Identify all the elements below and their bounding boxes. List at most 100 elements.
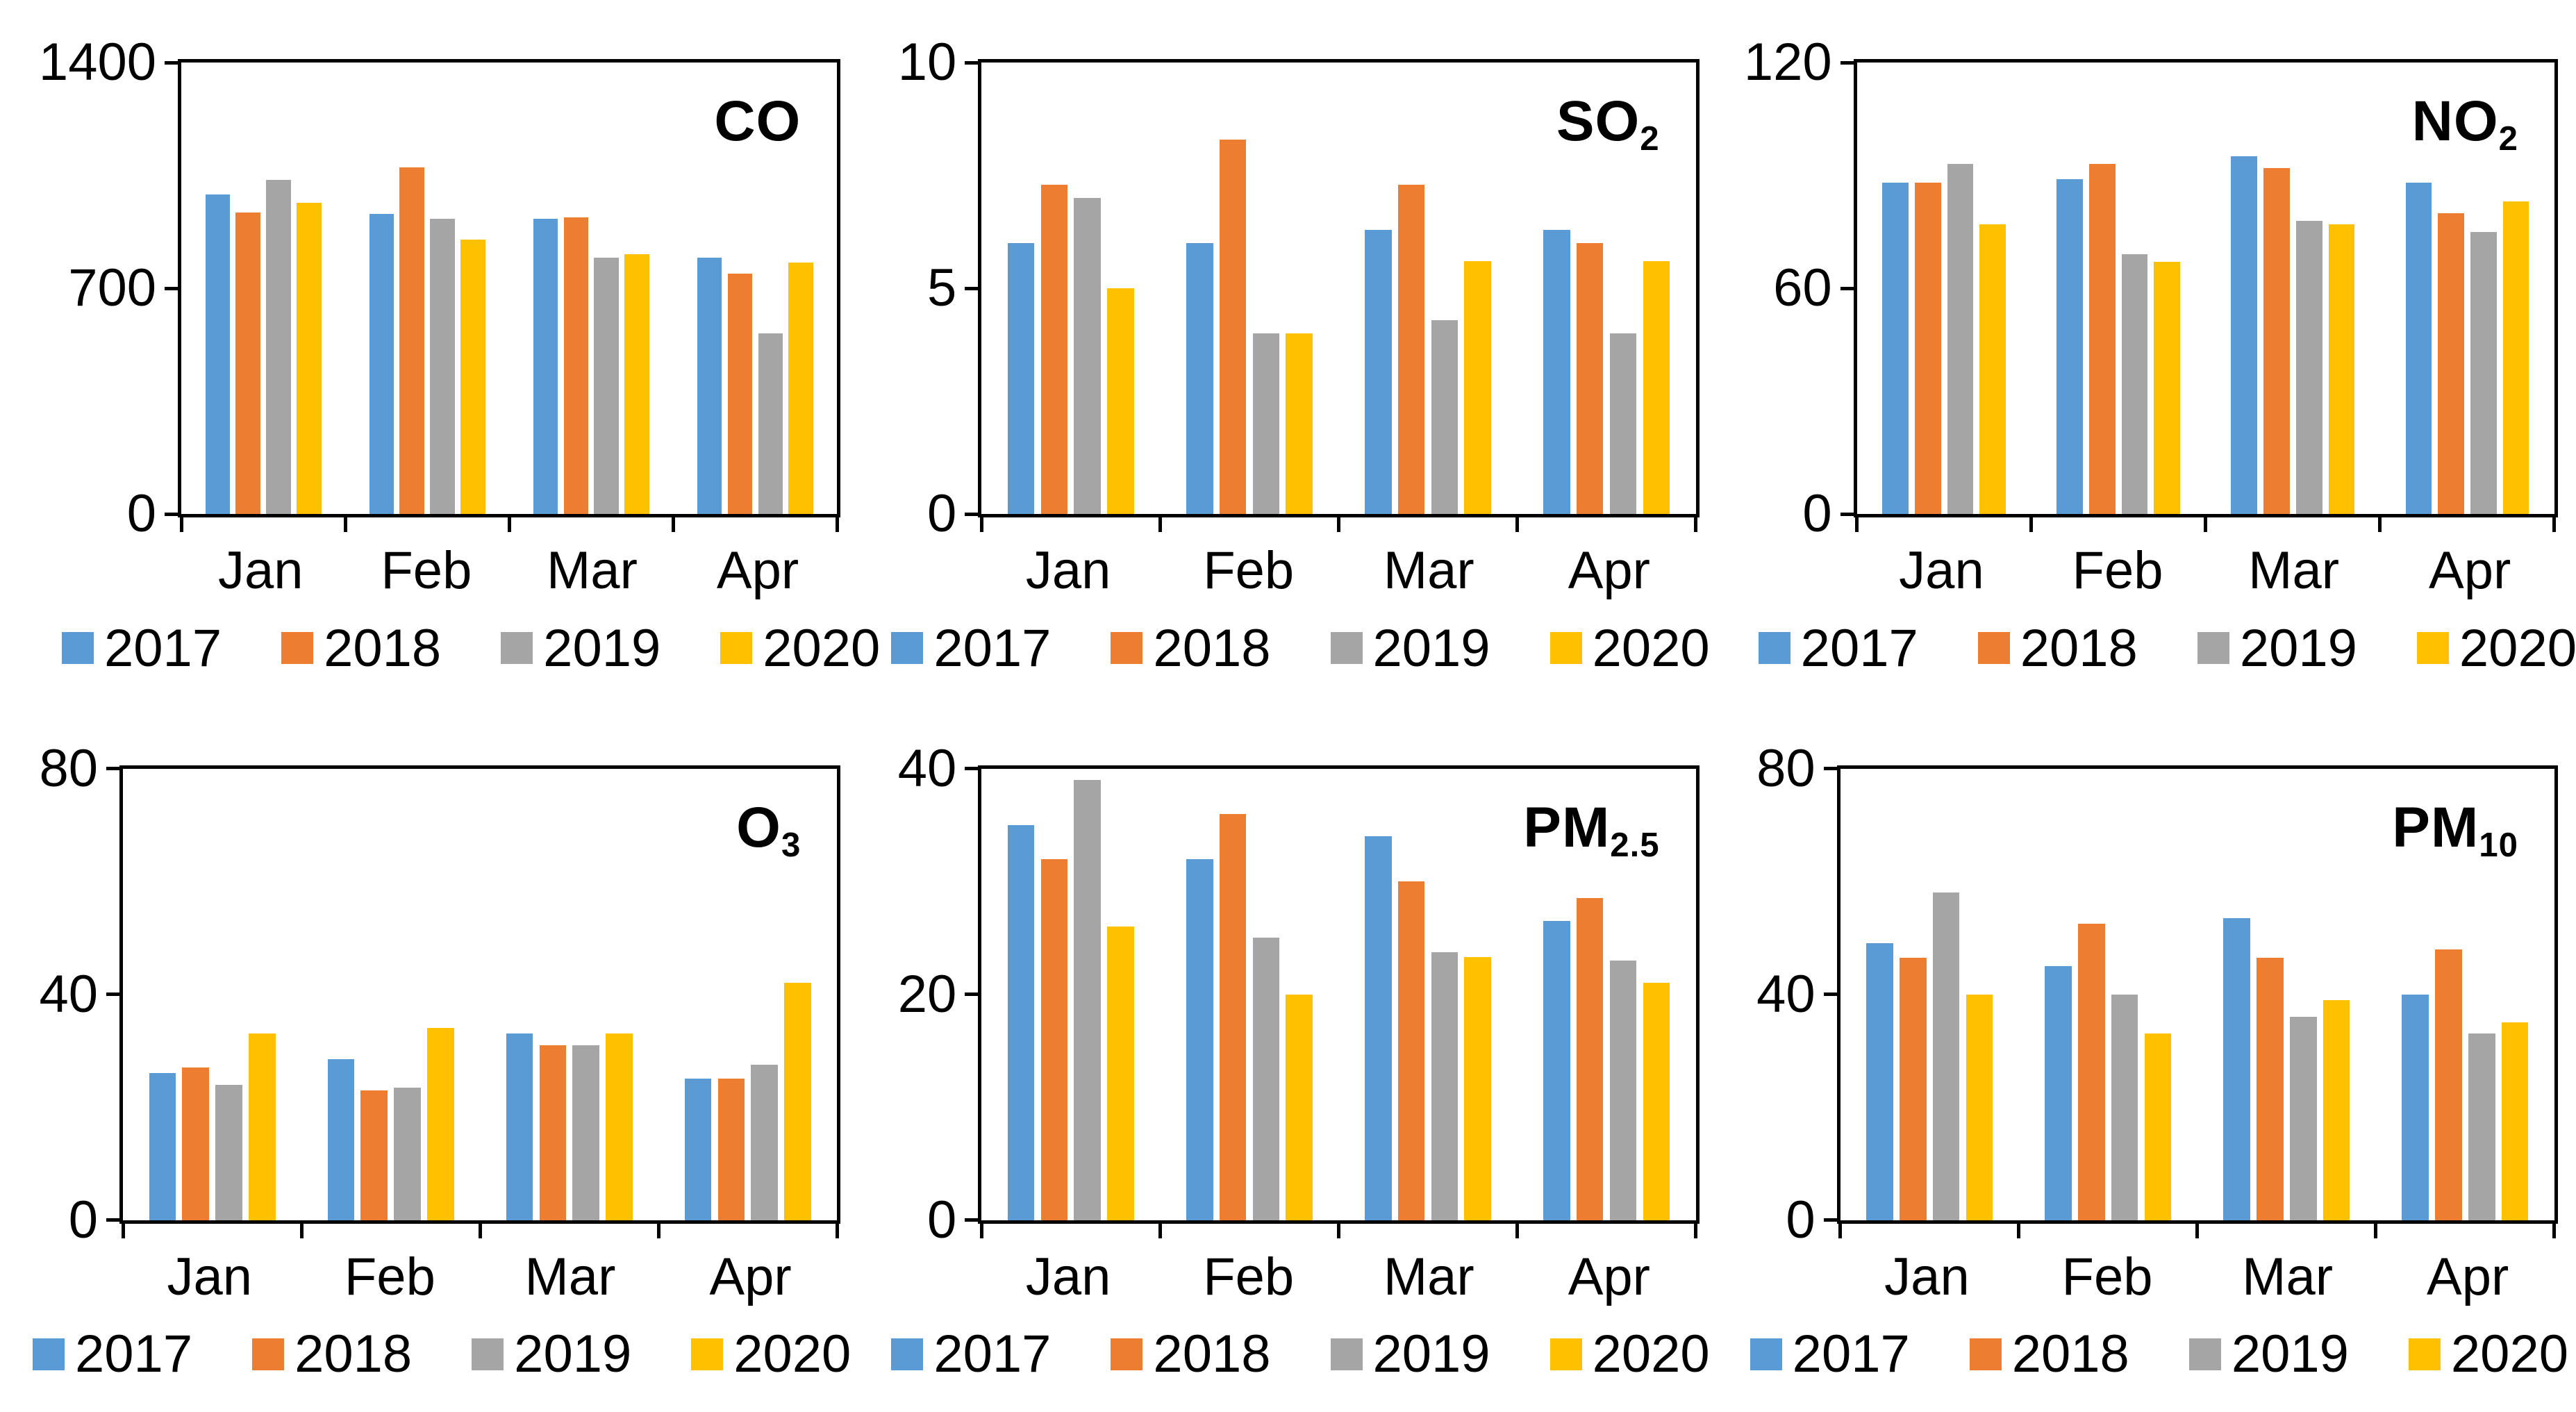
- plot-area-o3: 0 40 80 O3: [39, 740, 841, 1247]
- bar-o3-mar-2020: [606, 1033, 633, 1220]
- x-axis-label-feb: Feb: [344, 1247, 435, 1306]
- bar-pm10-feb-2017: [2045, 965, 2072, 1220]
- legend-item-2019: 2019: [472, 1324, 631, 1384]
- x-axis-tick: [1515, 1220, 1520, 1238]
- bar-no2-mar-2018: [2263, 167, 2290, 514]
- x-axis-tick: [2195, 1220, 2200, 1238]
- chart-title-main: O: [736, 795, 781, 859]
- bar-pm10-feb-2018: [2078, 923, 2105, 1220]
- bar-pm10-mar-2020: [2322, 999, 2350, 1220]
- chart-title-subscript: 10: [2479, 825, 2518, 864]
- chart-panel-no2: 0 60 120 NO2 Jan Feb Mar Apr 2017 2018 2019 2020: [1718, 0, 2576, 706]
- y-axis-tick: [965, 286, 982, 290]
- x-axis-tick: [507, 514, 511, 532]
- category-group-mar: [509, 63, 673, 514]
- bar-pm10-mar-2019: [2289, 1017, 2317, 1220]
- bar-no2-apr-2017: [2405, 183, 2432, 514]
- bar-pm25-mar-2020: [1464, 956, 1491, 1220]
- x-axis-label-apr: Apr: [1568, 1247, 1650, 1306]
- bar-co-jan-2020: [297, 202, 322, 514]
- legend-label-2020: 2020: [2450, 1324, 2568, 1384]
- x-axis-tick: [343, 514, 347, 532]
- chart-title-main: SO: [1556, 90, 1640, 153]
- bar-pm25-mar-2019: [1431, 952, 1459, 1220]
- chart-panel-o3: 0 40 80 O3 Jan Feb Mar Apr 2017 2018 2019 2020: [0, 706, 858, 1412]
- bar-no2-apr-2019: [2470, 231, 2497, 514]
- category-group-feb: [1160, 63, 1338, 514]
- chart-title-pm10: PM10: [2392, 795, 2518, 865]
- y-axis-label: 5: [927, 258, 957, 317]
- legend: 2017 2018 2019 2020: [891, 617, 1710, 679]
- bar-pm25-jan-2018: [1040, 858, 1068, 1220]
- x-axis-tick: [1515, 514, 1520, 532]
- y-axis-label: 700: [68, 258, 156, 317]
- y-axis-tick: [1823, 1218, 1840, 1222]
- x-axis-labels: Jan Feb Mar Apr: [178, 536, 840, 606]
- legend: 2017 2018 2019 2020: [33, 1323, 851, 1386]
- y-axis-label: 40: [39, 964, 98, 1024]
- legend-swatch-2018: [1111, 632, 1143, 664]
- category-group-mar: [480, 769, 658, 1220]
- bar-no2-feb-2017: [2056, 178, 2084, 514]
- chart-title-no2: NO2: [2412, 89, 2518, 158]
- x-axis-tick: [299, 1220, 304, 1238]
- legend-item-2017: 2017: [891, 1324, 1051, 1384]
- bar-pm25-feb-2019: [1252, 938, 1280, 1220]
- bar-no2-jan-2019: [1947, 164, 1974, 514]
- legend: 2017 2018 2019 2020: [1750, 1323, 2568, 1386]
- category-group-feb: [1160, 769, 1338, 1220]
- bar-pm25-feb-2017: [1186, 858, 1213, 1220]
- bar-pm10-apr-2017: [2402, 994, 2429, 1220]
- x-axis-label-mar: Mar: [547, 541, 638, 600]
- bar-so2-apr-2017: [1543, 229, 1570, 514]
- bar-co-jan-2017: [205, 194, 230, 514]
- legend-item-2018: 2018: [281, 618, 441, 679]
- bar-so2-mar-2017: [1365, 229, 1392, 514]
- x-axis-labels: Jan Feb Mar Apr: [1837, 1243, 2558, 1312]
- legend-swatch-2018: [1969, 1338, 2002, 1370]
- legend-swatch-2019: [472, 1338, 504, 1370]
- plot-area-pm10: 0 40 80 PM10: [1756, 740, 2558, 1247]
- x-axis-label-apr: Apr: [709, 1247, 792, 1306]
- x-axis-label-jan: Jan: [1025, 541, 1111, 600]
- bar-o3-mar-2018: [539, 1045, 567, 1220]
- bar-pm10-apr-2018: [2435, 949, 2462, 1220]
- bar-no2-mar-2020: [2328, 224, 2355, 514]
- legend-item-2020: 2020: [1549, 1324, 1710, 1384]
- legend-swatch-2020: [2408, 1338, 2441, 1370]
- bar-o3-feb-2017: [327, 1058, 355, 1220]
- category-group-mar: [1338, 769, 1517, 1220]
- legend-item-2019: 2019: [2188, 1324, 2349, 1384]
- chart-panel-pm25: 0 20 40 PM2.5 Jan Feb Mar Apr 2017 2018 2019 2020: [858, 706, 1717, 1412]
- category-group-jan: [1857, 63, 2031, 514]
- bar-slots: [1840, 769, 2554, 1220]
- y-axis-tick: [1823, 767, 1840, 770]
- x-axis-label-mar: Mar: [1383, 541, 1474, 600]
- y-axis-tick: [1840, 286, 1857, 290]
- y-axis-tick: [165, 512, 181, 516]
- x-axis-tick: [2378, 514, 2382, 532]
- bar-pm10-mar-2017: [2223, 917, 2250, 1220]
- legend-swatch-2018: [1977, 632, 2010, 664]
- legend-label-2017: 2017: [933, 618, 1052, 678]
- legend-label-2017: 2017: [1792, 1324, 1910, 1384]
- x-axis-tick: [656, 1220, 660, 1238]
- bar-o3-mar-2017: [506, 1033, 533, 1220]
- category-group-jan: [981, 769, 1160, 1220]
- x-axis-label-jan: Jan: [167, 1247, 253, 1306]
- category-group-apr: [673, 63, 837, 514]
- chart-title-subscript: 3: [781, 825, 801, 864]
- bar-pm25-feb-2020: [1286, 994, 1313, 1220]
- category-group-feb: [301, 769, 480, 1220]
- bar-so2-jan-2018: [1040, 184, 1068, 514]
- y-axis-label: 0: [927, 1190, 957, 1249]
- y-axis-tick: [965, 512, 982, 516]
- legend-item-2020: 2020: [691, 1324, 851, 1384]
- legend-label-2020: 2020: [2459, 618, 2576, 678]
- bar-no2-feb-2020: [2154, 262, 2181, 514]
- y-axis-label: 80: [39, 738, 98, 798]
- legend-label-2017: 2017: [1800, 618, 1918, 678]
- bar-so2-mar-2020: [1464, 261, 1491, 514]
- bar-slots: [981, 63, 1695, 514]
- bar-so2-feb-2019: [1252, 333, 1280, 514]
